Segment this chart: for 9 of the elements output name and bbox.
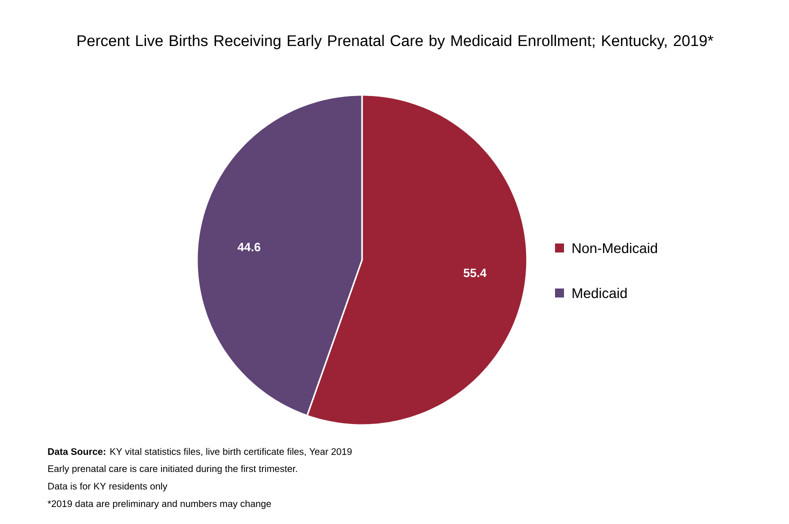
text: Early prenatal care is care initiated during the first trimester. xyxy=(48,465,297,474)
data-label: 44.6 xyxy=(238,242,260,252)
legend-label: Medicaid xyxy=(572,288,627,298)
data-label: 55.4 xyxy=(464,268,487,278)
chart-title: Percent Live Births Receiving Early Prenatal Care by Medicaid Enrollment; Kentucky, 2019* xyxy=(78,34,714,50)
legend-label: Non-Medicaid xyxy=(572,242,657,254)
text: *2019 data are preliminary and numbers may change xyxy=(48,500,271,509)
text: Data Source: KY vital statistics files, live birth certificate files, Year 2019 xyxy=(48,448,352,456)
text: Data is for KY residents only xyxy=(48,482,168,492)
